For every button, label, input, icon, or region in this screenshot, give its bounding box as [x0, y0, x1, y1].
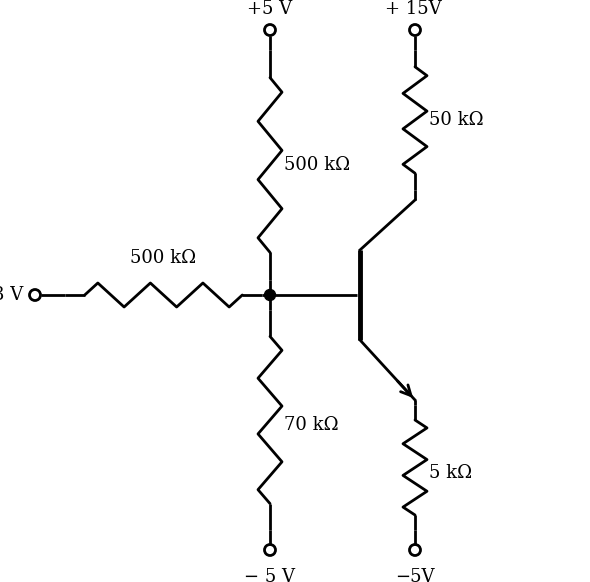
Text: −5V: −5V [395, 568, 435, 582]
Text: 5 kΩ: 5 kΩ [429, 463, 472, 481]
Text: 500 kΩ: 500 kΩ [130, 249, 196, 267]
Text: 70 kΩ: 70 kΩ [284, 416, 339, 434]
Text: − 5 V: − 5 V [244, 568, 296, 582]
Circle shape [264, 289, 276, 300]
Text: 500 kΩ: 500 kΩ [284, 156, 350, 174]
Text: +3 V: +3 V [0, 286, 23, 304]
Text: + 15V: + 15V [385, 0, 441, 18]
Text: 50 kΩ: 50 kΩ [429, 111, 484, 129]
Text: +5 V: +5 V [247, 0, 293, 18]
